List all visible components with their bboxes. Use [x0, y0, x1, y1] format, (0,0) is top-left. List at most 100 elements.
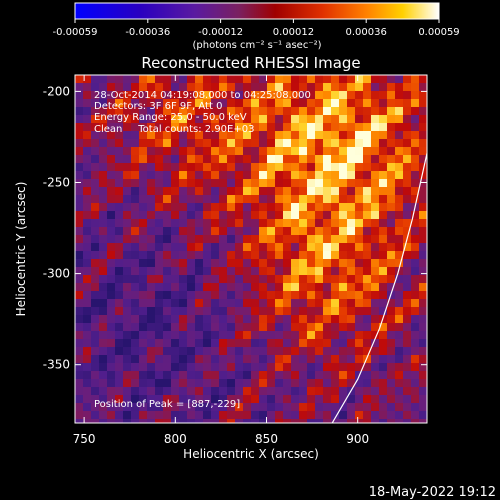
heatmap-pixel: [259, 299, 267, 307]
heatmap-pixel: [227, 179, 235, 187]
heatmap-pixel: [411, 163, 419, 171]
heatmap-pixel: [395, 147, 403, 155]
heatmap-pixel: [235, 419, 243, 423]
heatmap-pixel: [115, 395, 123, 403]
heatmap-pixel: [187, 155, 195, 163]
heatmap-pixel: [291, 251, 299, 259]
heatmap-pixel: [251, 163, 259, 171]
heatmap-pixel: [219, 219, 227, 227]
heatmap-pixel: [419, 363, 427, 371]
heatmap-pixel: [75, 251, 83, 259]
heatmap-pixel: [243, 83, 251, 91]
heatmap-pixel: [139, 275, 147, 283]
heatmap-pixel: [179, 99, 187, 107]
heatmap-pixel: [107, 379, 115, 387]
heatmap-pixel: [147, 387, 155, 395]
heatmap-pixel: [99, 195, 107, 203]
heatmap-pixel: [187, 83, 195, 91]
heatmap-pixel: [163, 227, 171, 235]
heatmap-pixel: [171, 91, 179, 99]
heatmap-pixel: [211, 91, 219, 99]
heatmap-pixel: [331, 403, 339, 411]
heatmap-pixel: [203, 123, 211, 131]
heatmap-pixel: [235, 171, 243, 179]
heatmap-pixel: [75, 339, 83, 347]
heatmap-pixel: [315, 203, 323, 211]
heatmap-pixel: [323, 347, 331, 355]
heatmap-pixel: [179, 275, 187, 283]
heatmap-pixel: [91, 203, 99, 211]
heatmap-pixel: [259, 219, 267, 227]
heatmap-pixel: [139, 203, 147, 211]
heatmap-pixel: [339, 179, 347, 187]
heatmap-pixel: [83, 139, 91, 147]
heatmap-pixel: [267, 235, 275, 243]
heatmap-pixel: [363, 75, 371, 83]
heatmap-pixel: [131, 179, 139, 187]
heatmap-pixel: [419, 99, 427, 107]
heatmap-pixel: [83, 403, 91, 411]
heatmap-pixel: [131, 75, 139, 83]
heatmap-pixel: [147, 395, 155, 403]
heatmap-pixel: [259, 259, 267, 267]
heatmap-pixel: [139, 227, 147, 235]
heatmap-pixel: [99, 107, 107, 115]
heatmap-pixel: [347, 275, 355, 283]
heatmap-pixel: [171, 259, 179, 267]
heatmap-pixel: [243, 91, 251, 99]
heatmap-pixel: [323, 91, 331, 99]
heatmap-pixel: [171, 227, 179, 235]
colorbar-tick-label: -0.00059: [53, 27, 98, 38]
heatmap-pixel: [267, 355, 275, 363]
heatmap-pixel: [395, 99, 403, 107]
footer-timestamp: 18-May-2022 19:12: [369, 485, 496, 500]
heatmap-pixel: [259, 139, 267, 147]
heatmap-pixel: [243, 123, 251, 131]
heatmap-pixel: [115, 155, 123, 163]
heatmap-pixel: [331, 371, 339, 379]
heatmap-pixel: [411, 123, 419, 131]
heatmap-pixel: [195, 331, 203, 339]
heatmap-pixel: [235, 147, 243, 155]
heatmap-pixel: [323, 379, 331, 387]
heatmap-pixel: [299, 387, 307, 395]
heatmap-pixel: [339, 371, 347, 379]
heatmap-pixel: [403, 91, 411, 99]
heatmap-pixel: [227, 291, 235, 299]
heatmap-pixel: [163, 235, 171, 243]
heatmap-pixel: [235, 123, 243, 131]
heatmap-pixel: [115, 267, 123, 275]
heatmap-pixel: [371, 387, 379, 395]
heatmap-pixel: [283, 323, 291, 331]
heatmap-pixel: [331, 75, 339, 83]
heatmap-pixel: [419, 75, 427, 83]
heatmap-pixel: [195, 171, 203, 179]
heatmap-pixel: [403, 187, 411, 195]
heatmap-pixel: [363, 299, 371, 307]
heatmap-pixel: [83, 211, 91, 219]
heatmap-pixel: [411, 347, 419, 355]
heatmap-pixel: [139, 387, 147, 395]
heatmap-pixel: [371, 187, 379, 195]
heatmap-pixel: [203, 83, 211, 91]
heatmap-pixel: [147, 211, 155, 219]
heatmap-pixel: [123, 195, 131, 203]
heatmap-pixel: [251, 115, 259, 123]
heatmap-pixel: [275, 115, 283, 123]
heatmap-pixel: [363, 139, 371, 147]
heatmap-pixel: [291, 275, 299, 283]
heatmap-pixel: [251, 203, 259, 211]
heatmap-pixel: [371, 195, 379, 203]
heatmap-pixel: [347, 107, 355, 115]
heatmap-pixel: [179, 379, 187, 387]
heatmap-pixel: [331, 251, 339, 259]
heatmap-pixel: [91, 187, 99, 195]
heatmap-pixel: [83, 187, 91, 195]
heatmap-pixel: [371, 219, 379, 227]
heatmap-pixel: [379, 259, 387, 267]
heatmap-pixel: [107, 179, 115, 187]
heatmap-pixel: [283, 203, 291, 211]
heatmap-pixel: [267, 347, 275, 355]
heatmap-pixel: [267, 403, 275, 411]
heatmap-pixel: [203, 403, 211, 411]
